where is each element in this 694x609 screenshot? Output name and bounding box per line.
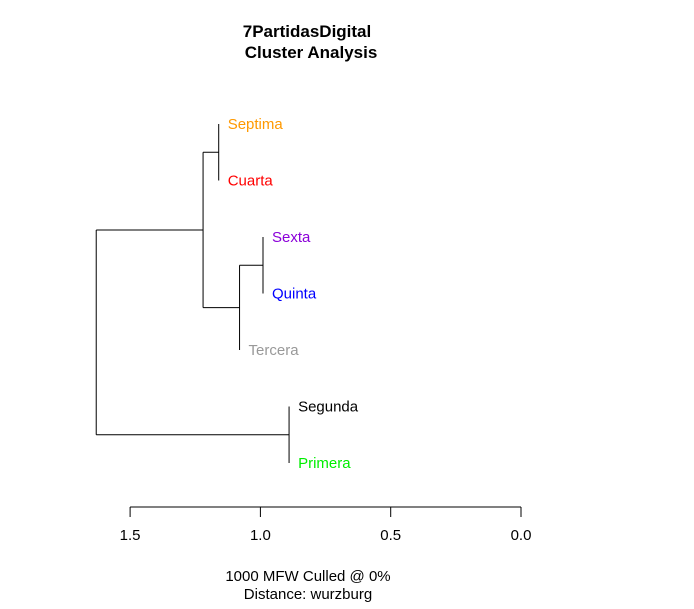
chart-title-line-2: Cluster Analysis [245,43,378,62]
leaf-label-tercera: Tercera [249,342,300,359]
x-tick-label-3: 0.0 [511,527,532,544]
caption-line-distance: Distance: wurzburg [244,586,372,603]
x-axis: 1.5 1.0 0.5 0.0 [120,506,532,544]
leaf-label-septima: Septima [228,116,284,133]
caption-line-mfw: 1000 MFW Culled @ 0% [225,568,390,585]
x-tick-label-0: 1.5 [120,527,141,544]
leaf-label-quinta: Quinta [272,286,317,303]
leaf-label-primera: Primera [298,455,351,472]
x-tick-label-2: 0.5 [380,527,401,544]
chart-title-line-1: 7PartidasDigital [243,22,372,41]
leaf-labels: Septima Cuarta Sexta Quinta Tercera Segunda Pr… [228,116,359,472]
dendrogram-tree [95,124,290,463]
leaf-label-sexta: Sexta [272,229,311,246]
leaf-label-segunda: Segunda [298,399,359,416]
leaf-label-cuarta: Cuarta [228,173,274,190]
x-tick-label-1: 1.0 [250,527,271,544]
